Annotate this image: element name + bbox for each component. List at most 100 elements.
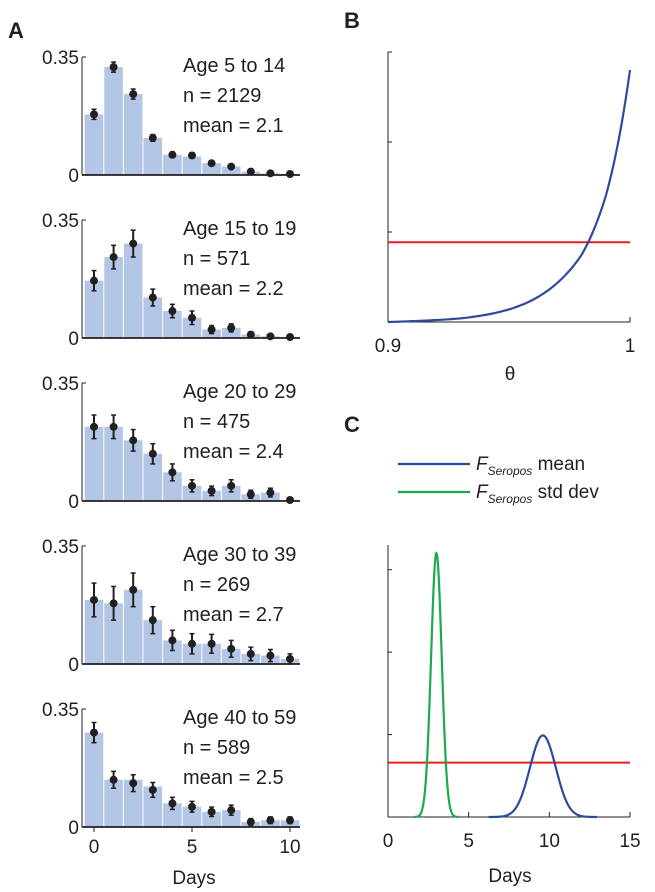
data-point [246, 490, 255, 499]
data-point [90, 728, 98, 737]
data-point [207, 325, 216, 334]
histogram-bar [123, 440, 143, 501]
data-point [109, 422, 118, 431]
y-tick-label-max: 0.35 [42, 700, 79, 721]
data-point [188, 639, 196, 648]
y-tick-label-zero: 0 [68, 329, 79, 350]
sample-size-label: n = 589 [183, 737, 250, 759]
data-point [266, 332, 275, 341]
data-point [266, 169, 275, 178]
data-point [188, 313, 196, 322]
data-point [129, 436, 138, 445]
histogram-subplot: 0.35 0 Age 5 to 14 n = 2129 mean = 2.1 [42, 48, 300, 187]
age-range-label: Age 40 to 59 [183, 707, 296, 729]
x-tick-label: 5 [463, 831, 474, 852]
x-tick-label: 0.9 [375, 336, 401, 357]
histogram-bar [84, 114, 104, 175]
panel-b-theta-curve: 0.9 1 [375, 51, 636, 357]
histogram-bar [221, 485, 241, 501]
data-point [207, 807, 216, 816]
histogram-bar [104, 779, 123, 827]
data-point [246, 330, 255, 339]
data-point [90, 110, 98, 119]
data-point [129, 90, 138, 99]
std-dev-curve [414, 551, 459, 819]
histogram-bar [123, 243, 143, 338]
data-point [266, 816, 275, 825]
age-range-label: Age 5 to 14 [183, 55, 285, 77]
data-point [148, 616, 157, 625]
y-tick-label-max: 0.35 [42, 537, 79, 558]
data-point [129, 585, 138, 594]
data-point [109, 775, 118, 784]
mean-label: mean = 2.5 [183, 767, 284, 789]
mean-curve [488, 734, 598, 819]
histogram-bar [143, 137, 163, 175]
data-point [246, 167, 255, 176]
data-point [90, 422, 98, 431]
legend-label-std-dev: FSeropos std dev [476, 482, 599, 506]
x-tick-label: 1 [625, 336, 636, 357]
histogram-bar [221, 810, 241, 827]
y-tick-label-zero: 0 [68, 818, 79, 839]
sample-size-label: n = 475 [183, 411, 250, 433]
histogram-bar [84, 599, 104, 664]
data-point [148, 133, 157, 142]
histogram-bar [202, 163, 221, 175]
data-point [286, 816, 294, 825]
theta-curve [387, 69, 632, 324]
data-point [168, 468, 177, 477]
histogram-bar [104, 257, 123, 338]
data-point [207, 159, 216, 168]
data-point [188, 802, 196, 811]
age-range-label: Age 30 to 39 [183, 544, 296, 566]
data-point [227, 644, 236, 653]
data-point [109, 253, 118, 262]
data-point [109, 599, 118, 608]
x-tick-label: 10 [539, 831, 560, 852]
data-point [207, 486, 216, 495]
histogram-bar [84, 426, 104, 501]
histogram-bar [143, 786, 163, 827]
x-tick-label: 0 [89, 837, 100, 858]
data-point [246, 817, 255, 826]
histogram-subplot: 0.35 0 Age 40 to 59 n = 589 mean = 2.5 [42, 700, 300, 839]
mean-label: mean = 2.2 [183, 278, 284, 300]
mean-label: mean = 2.4 [183, 441, 284, 463]
panel-b-x-axis-title: θ [505, 364, 516, 385]
histogram-bar [84, 732, 104, 827]
data-point [227, 162, 236, 171]
histogram-bar [143, 453, 163, 501]
panel-letter-b: B [344, 8, 360, 33]
data-point [168, 799, 177, 808]
histogram-subplot: 0.35 0 Age 30 to 39 n = 269 mean = 2.7 [42, 537, 300, 676]
data-point [227, 481, 236, 490]
x-tick-label: 15 [619, 831, 640, 852]
mean-label: mean = 2.7 [183, 604, 284, 626]
histogram-subplot: 0.35 0 Age 15 to 19 n = 571 mean = 2.2 [42, 211, 300, 350]
histogram-bar [221, 327, 241, 338]
histogram-bar [182, 317, 202, 338]
panel-a-x-axis-title: Days [172, 868, 215, 889]
mean-label: mean = 2.1 [183, 115, 284, 137]
histogram-bar [163, 311, 182, 338]
data-point [227, 323, 236, 332]
y-tick-label-max: 0.35 [42, 48, 79, 69]
y-tick-label-zero: 0 [68, 492, 79, 513]
data-point [188, 151, 196, 160]
histogram-bar [163, 640, 182, 664]
histogram-bar [104, 426, 123, 501]
sample-size-label: n = 2129 [183, 85, 261, 107]
data-point [286, 332, 294, 341]
age-range-label: Age 20 to 29 [183, 381, 296, 403]
y-tick-label-max: 0.35 [42, 211, 79, 232]
histogram-bar [163, 472, 182, 501]
x-tick-label: 10 [279, 837, 300, 858]
sample-size-label: n = 571 [183, 248, 250, 270]
sample-size-label: n = 269 [183, 574, 250, 596]
data-point [266, 488, 275, 497]
data-point [148, 785, 157, 794]
panel-c-distributions: 0 5 10 15 FSeropos mean FSeropos std dev [383, 454, 641, 852]
histogram-bar [123, 779, 143, 827]
